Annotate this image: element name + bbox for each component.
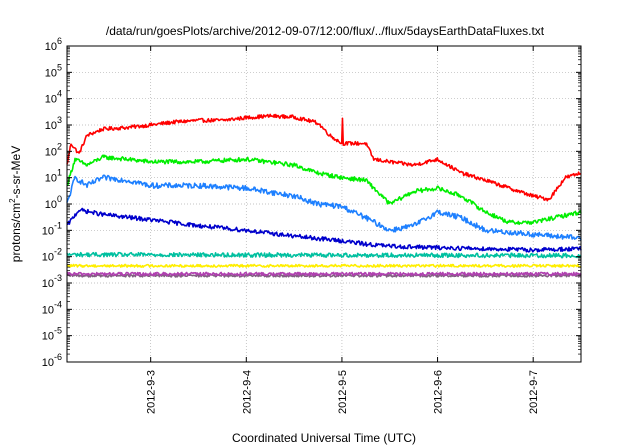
axis-ticks: [67, 45, 581, 363]
y-tick-labels: 10-6 10-5 10-4 10-3 10-2 10-1 100 101 102 103 104 1…: [42, 36, 62, 369]
y-tick-label: 104: [45, 89, 62, 106]
data-series: [66, 113, 582, 278]
y-axis-title-rest: -s-sr-MeV: [9, 146, 23, 199]
series-line: [66, 113, 582, 202]
series-line: [66, 251, 582, 259]
y-tick-label: 102: [45, 141, 62, 158]
series-line: [66, 271, 582, 277]
series-line: [66, 174, 582, 241]
x-tick-labels: 2012-9-3 2012-9-4 2012-9-5 2012-9-6 2012-9-7: [146, 370, 541, 414]
x-tick-label: 2012-9-7: [528, 370, 540, 414]
y-tick-label: 10-4: [42, 299, 62, 316]
y-axis-title-main: protons/cm: [9, 203, 23, 262]
x-tick-label: 2012-9-5: [337, 370, 349, 414]
x-tick-label: 2012-9-6: [433, 370, 445, 414]
y-axis-title-sup: 2: [8, 198, 17, 203]
y-tick-label: 103: [45, 115, 62, 132]
y-tick-label: 10-6: [42, 352, 62, 369]
series-line: [66, 207, 582, 253]
y-tick-label: 10-5: [42, 326, 62, 343]
y-tick-label: 10-3: [42, 273, 62, 290]
y-tick-label: 10-1: [42, 220, 62, 237]
y-tick-label: 106: [45, 36, 62, 53]
y-axis-title: protons/cm2-s-sr-MeV: [8, 146, 23, 262]
chart-title: /data/run/goesPlots/archive/2012-09-07/1…: [106, 24, 545, 38]
y-tick-label: 101: [45, 168, 62, 185]
series-line: [66, 263, 582, 268]
x-tick-label: 2012-9-3: [146, 370, 158, 414]
y-tick-label: 100: [45, 194, 62, 211]
x-tick-label: 2012-9-4: [241, 370, 253, 414]
y-tick-label: 10-2: [42, 247, 62, 264]
y-tick-label: 105: [45, 62, 62, 79]
x-axis-title: Coordinated Universal Time (UTC): [232, 431, 416, 445]
series-line: [66, 154, 582, 226]
